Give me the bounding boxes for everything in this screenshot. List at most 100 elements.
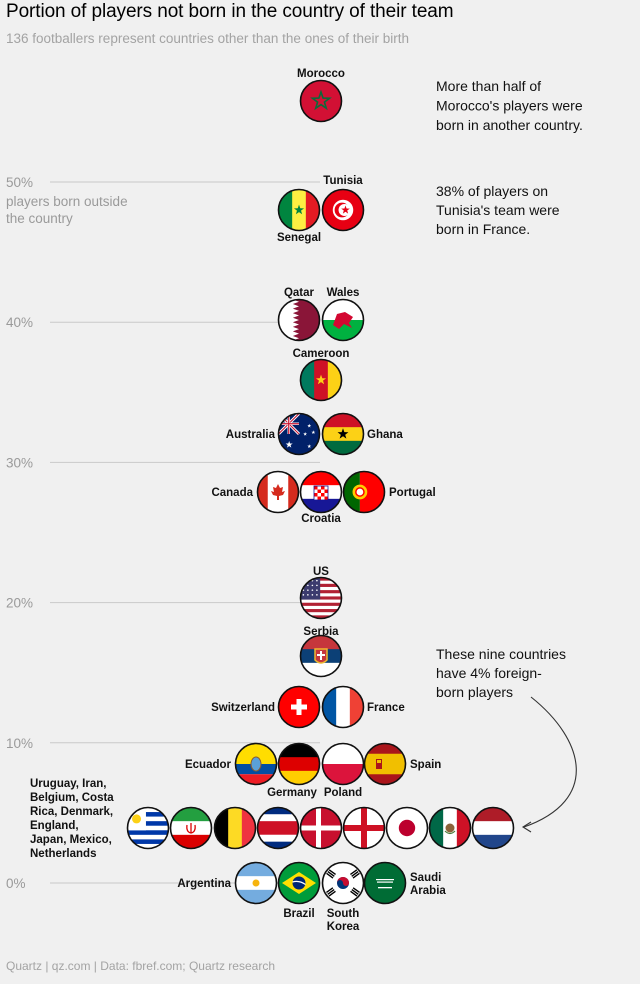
flag-ring-england [342,806,386,850]
y-tick-label: 40% [6,315,33,330]
label-spain: Spain [410,759,441,771]
annotation-tunisia: 38% of players on [436,183,548,199]
flag-ring-saudi-arabia [363,861,407,905]
label-switzerland: Switzerland [211,702,275,714]
label-four-percent-group: Uruguay, Iran, [30,778,106,790]
y-tick-label: 10% [6,736,33,751]
y-tick-label: 0% [6,876,26,891]
flag-england [343,807,385,849]
label-france: France [367,702,405,714]
label-qatar: Qatar [284,287,315,299]
flag-spain [364,743,406,785]
label-wales: Wales [327,287,360,299]
flag-saudi-arabia [364,862,406,904]
flag-wales [322,299,364,341]
flag-poland [322,743,364,785]
flag-ring-argentina [234,861,278,905]
label-germany: Germany [267,787,317,799]
chart-title: Portion of players not born in the count… [6,1,454,22]
annotation-arrow [523,696,577,828]
label-south-korea: Korea [327,921,360,933]
flag-ring-morocco [299,79,343,123]
label-four-percent-group: England, [30,820,79,832]
y-tick-label: 30% [6,455,33,470]
flag-ring-south-korea [321,861,365,905]
flag-ring-mexico [428,806,472,850]
flag-ring-wales [321,298,365,342]
flag-ring-canada [256,470,300,514]
flag-south-korea [322,862,364,904]
flag-ring-ghana [321,412,365,456]
flag-ring-australia [277,412,321,456]
label-poland: Poland [324,787,362,799]
label-australia: Australia [226,429,276,441]
label-cameroon: Cameroon [293,348,350,360]
flag-qatar [278,299,320,341]
label-tunisia: Tunisia [323,175,363,187]
flag-denmark [300,807,342,849]
flag-ring-portugal [342,470,386,514]
flag-costa-rica [257,807,299,849]
label-portugal: Portugal [389,487,436,499]
label-south-korea: South [327,908,360,920]
source-note: Quartz | qz.com | Data: fbref.com; Quart… [6,959,275,973]
annotation-nine-countries: born players [436,684,513,700]
flag-ring-netherlands [471,806,515,850]
flag-ring-cameroon [299,358,343,402]
annotation-nine-countries: have 4% foreign- [436,665,542,681]
flag-ring-germany [277,742,321,786]
flag-ring-uruguay [126,806,170,850]
label-saudi-arabia: Saudi [410,872,441,884]
annotation-morocco: Morocco's players were [436,98,583,114]
flag-ring-ecuador [234,742,278,786]
label-canada: Canada [211,487,253,499]
annotation-morocco: More than half of [436,78,541,94]
label-ghana: Ghana [367,429,403,441]
flag-ring-switzerland [277,685,321,729]
flag-ring-japan [385,806,429,850]
y-axis-caption: players born outside [6,194,128,209]
flag-ring-france [321,685,365,729]
flag-ring-us [299,576,343,620]
label-argentina: Argentina [177,878,231,890]
flag-ring-belgium [213,806,257,850]
annotation-tunisia: Tunisia's team were [436,202,560,218]
y-tick-label: 20% [6,596,33,611]
label-ecuador: Ecuador [185,759,232,771]
flag-canada [257,471,299,513]
chart-subtitle: 136 footballers represent countries othe… [6,31,409,46]
label-serbia: Serbia [303,626,339,638]
label-four-percent-group: Rica, Denmark, [30,806,113,818]
label-four-percent-group: Netherlands [30,848,96,860]
annotation-morocco: born in another country. [436,117,583,133]
label-morocco: Morocco [297,68,345,80]
flag-uruguay [127,807,169,849]
label-us: US [313,566,329,578]
flag-ring-croatia [299,470,343,514]
flag-japan [386,807,428,849]
flag-ring-brazil [277,861,321,905]
flag-cameroon [300,359,342,401]
flag-ring-poland [321,742,365,786]
flag-ring-qatar [277,298,321,342]
flag-belgium [214,807,256,849]
label-senegal: Senegal [277,232,321,244]
annotation-tunisia: born in France. [436,221,530,237]
flag-brazil [278,862,320,904]
annotation-arrowhead [521,821,532,833]
label-four-percent-group: Japan, Mexico, [30,834,112,846]
label-saudi-arabia: Arabia [410,885,446,897]
flag-ring-costa-rica [256,806,300,850]
annotation-nine-countries: These nine countries [436,646,566,662]
flag-switzerland [278,686,320,728]
flag-ring-iran [169,806,213,850]
y-tick-label: 50% [6,175,33,190]
flag-ring-spain [363,742,407,786]
flag-ring-serbia [299,634,343,678]
flag-ring-senegal [277,188,321,232]
flag-ecuador [235,743,277,785]
label-brazil: Brazil [283,908,314,920]
y-axis-caption: the country [6,211,73,226]
